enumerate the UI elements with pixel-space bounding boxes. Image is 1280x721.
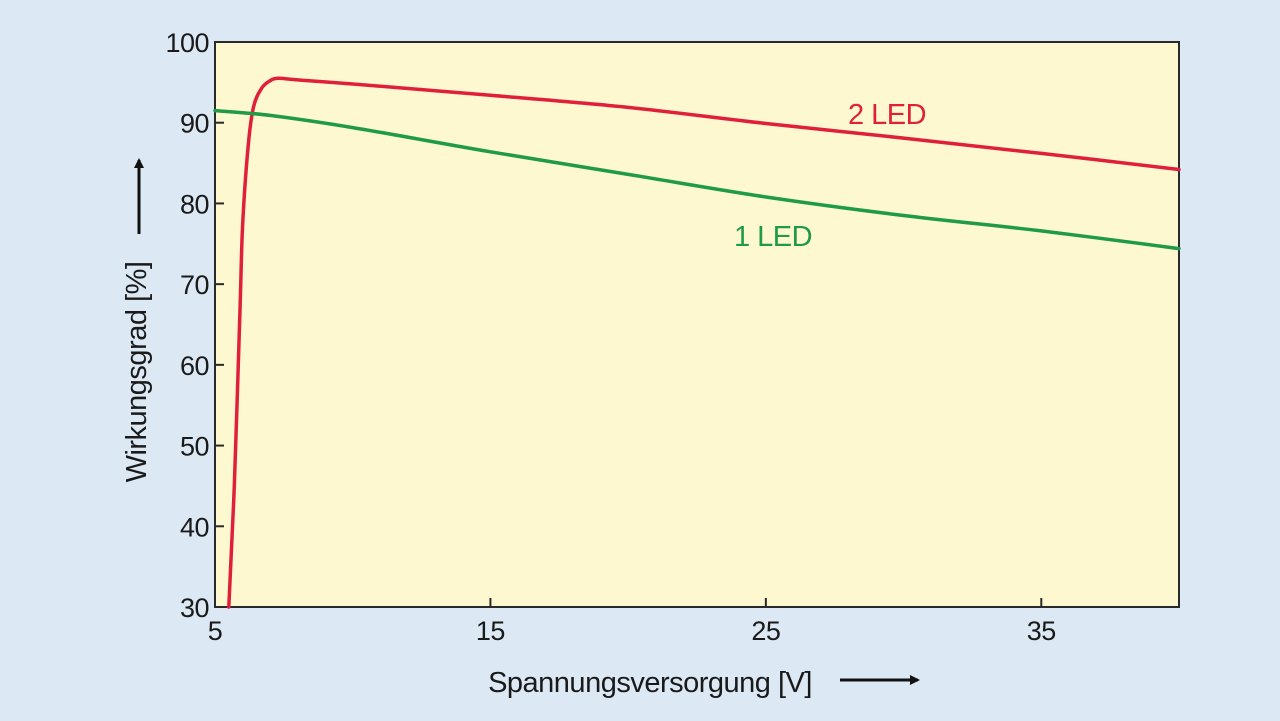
series-label-2-led: 2 LED: [848, 99, 926, 131]
x-tick-label: 5: [208, 616, 223, 646]
x-tick-label: 15: [476, 616, 505, 646]
y-tick-label: 30: [180, 593, 209, 623]
y-axis-ticks: 30 40 50 60 70 80 90 100: [165, 28, 224, 623]
y-tick-label: 60: [180, 351, 209, 381]
series-lines: [213, 76, 1181, 609]
series-line-2-led: [227, 76, 1181, 609]
x-axis-ticks: 5 15 25 35: [208, 598, 1056, 646]
x-axis-label: Spannungsversorgung [V]: [488, 667, 812, 699]
y-tick-label: 50: [180, 432, 209, 462]
y-tick-label: 40: [180, 512, 209, 542]
y-tick-label: 70: [180, 270, 209, 300]
series-label-1-led: 1 LED: [734, 221, 812, 253]
plot-area: [214, 41, 1180, 608]
y-axis-label: Wirkungsgrad [%]: [121, 262, 153, 483]
y-tick-label: 100: [165, 28, 209, 58]
y-tick-label: 90: [180, 109, 209, 139]
x-tick-label: 25: [751, 616, 780, 646]
y-tick-label: 80: [180, 189, 209, 219]
x-tick-label: 35: [1027, 616, 1056, 646]
series-line-1-led: [213, 108, 1181, 251]
